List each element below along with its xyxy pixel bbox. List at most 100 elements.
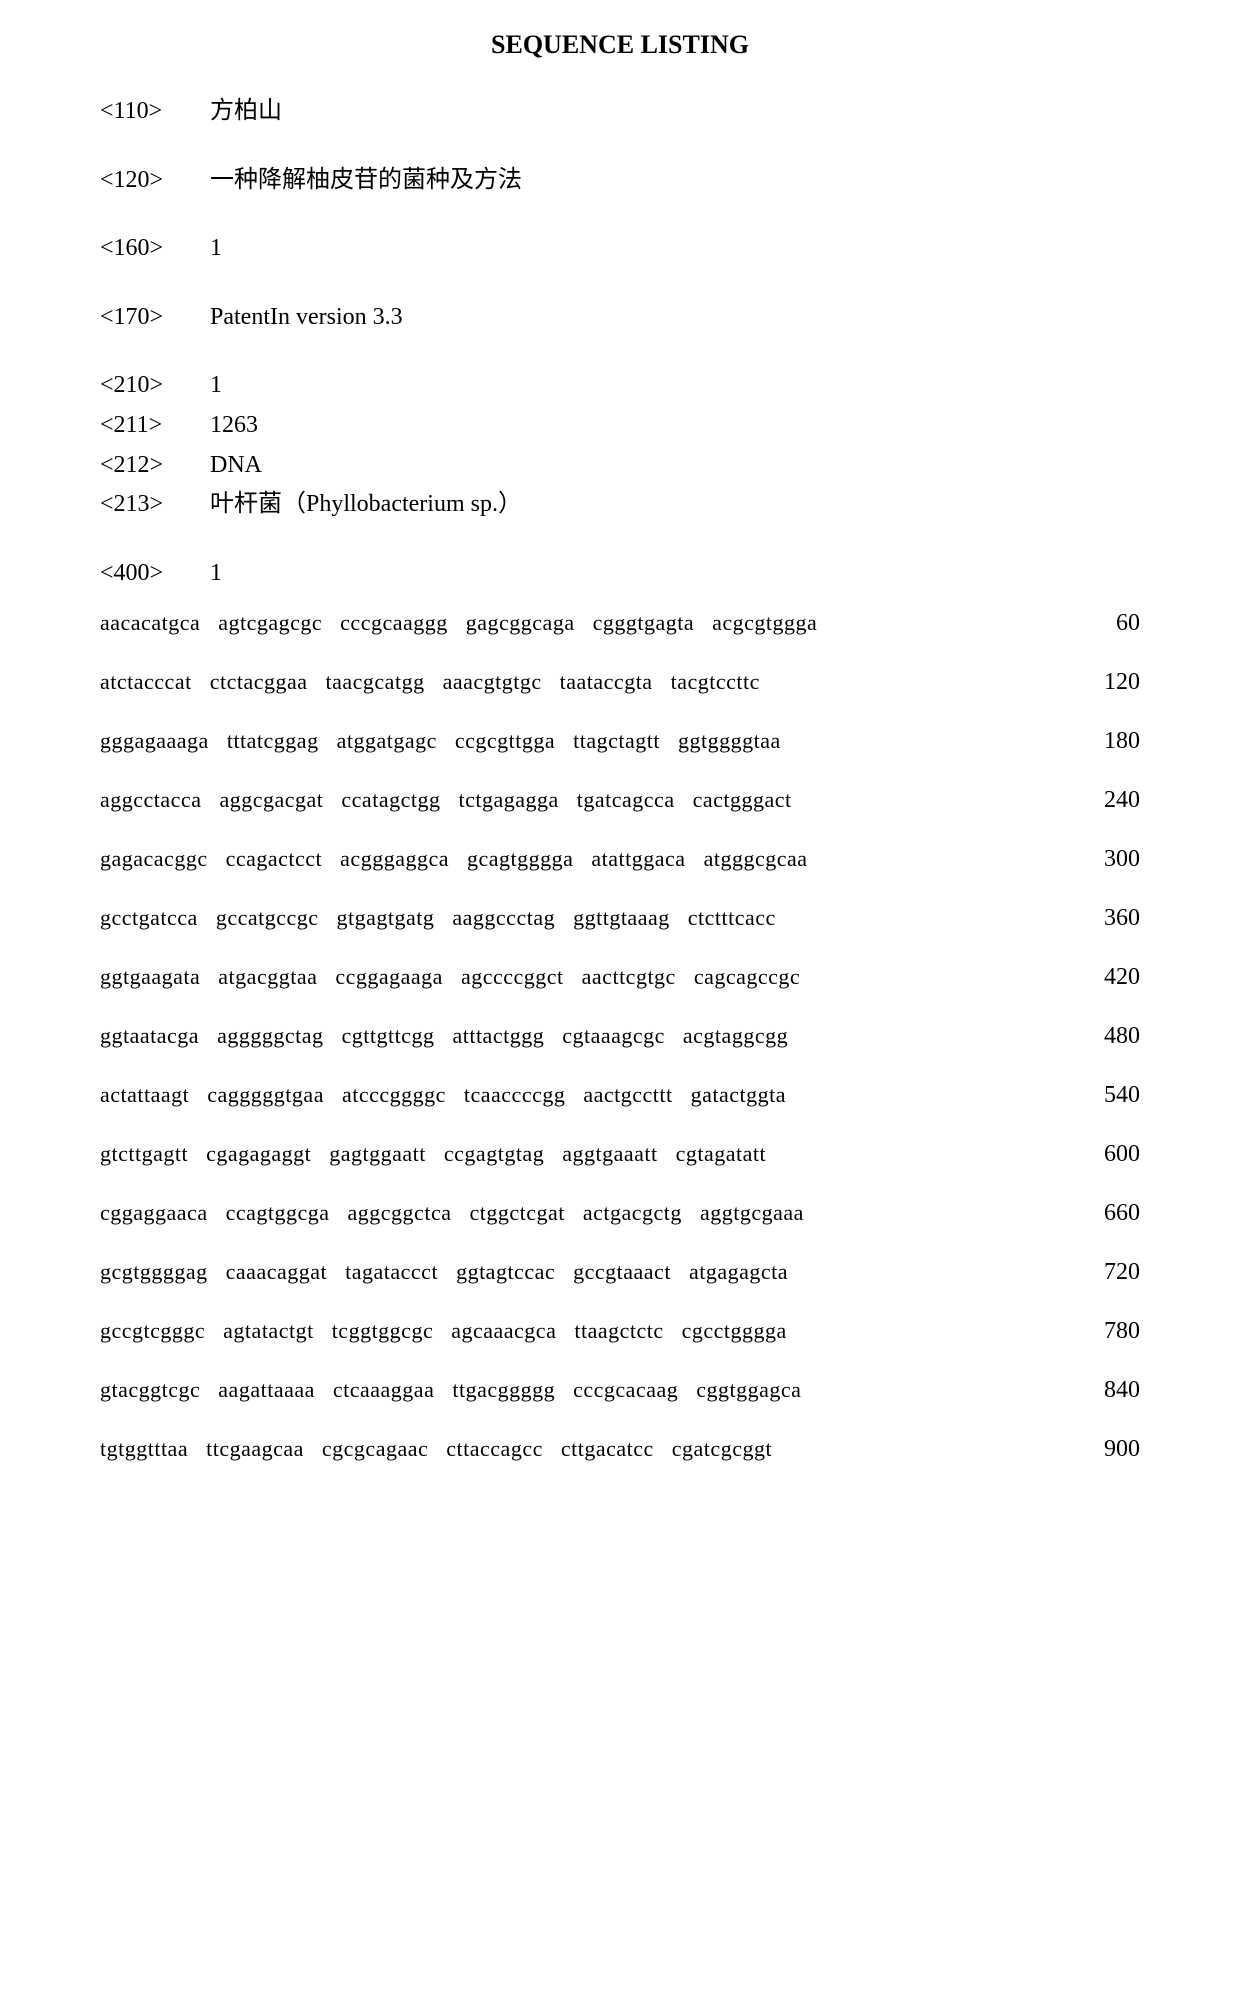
sequence-block: atattggaca [591, 846, 685, 872]
sequence-block: cgcctgggga [682, 1318, 787, 1344]
header-line: <120>一种降解柚皮苷的菌种及方法 [100, 164, 1140, 198]
sequence-block: tacgtccttc [671, 669, 760, 695]
sequence-block: cactgggact [693, 787, 792, 813]
sequence-block: ggttgtaaag [573, 905, 670, 931]
sequence-block: tcggtggcgc [332, 1318, 434, 1344]
header-tag: <210> [100, 369, 210, 403]
header-line: <170>PatentIn version 3.3 [100, 301, 1140, 335]
sequence-block: ccagtggcga [226, 1200, 330, 1226]
sequence-block: ggtaatacga [100, 1023, 199, 1049]
sequence-row: gcctgatccagccatgccgcgtgagtgatgaaggccctag… [100, 905, 1140, 932]
sequence-blocks: gtacggtcgcaagattaaaactcaaaggaattgacggggg… [100, 1377, 801, 1403]
sequence-block: ccagactcct [226, 846, 323, 872]
sequence-position: 240 [1070, 787, 1140, 814]
header-line: <213>叶杆菌（Phyllobacterium sp.） [100, 488, 1140, 522]
sequence-block: ggtagtccac [456, 1259, 555, 1285]
header-tag: <120> [100, 164, 210, 198]
sequence-blocks: gcgtggggagcaaacaggattagataccctggtagtccac… [100, 1259, 788, 1285]
sequence-block: gcgtggggag [100, 1259, 208, 1285]
header-line: <110>方柏山 [100, 95, 1140, 129]
sequence-block: ttcgaagcaa [206, 1436, 304, 1462]
sequence-row: aggcctaccaaggcgacgatccatagctggtctgagagga… [100, 787, 1140, 814]
header-value: 1263 [210, 412, 258, 438]
header-line: <400>1 [100, 557, 1140, 591]
sequence-blocks: cggaggaacaccagtggcgaaggcggctcactggctcgat… [100, 1200, 804, 1226]
sequence-row: gagacacggcccagactcctacgggaggcagcagtgggga… [100, 846, 1140, 873]
sequence-block: ctctttcacc [688, 905, 776, 931]
sequence-block: agggggctag [217, 1023, 323, 1049]
sequence-row: gtcttgagttcgagagaggtgagtggaattccgagtgtag… [100, 1141, 1140, 1168]
sequence-block: agcaaacgca [451, 1318, 556, 1344]
sequence-position: 60 [1070, 610, 1140, 637]
sequence-row: aacacatgcaagtcgagcgccccgcaaggggagcggcaga… [100, 610, 1140, 637]
sequence-row: tgtggtttaattcgaagcaacgcgcagaaccttaccagcc… [100, 1436, 1140, 1463]
sequence-position: 300 [1070, 846, 1140, 873]
sequence-section: aacacatgcaagtcgagcgccccgcaaggggagcggcaga… [100, 610, 1140, 1463]
sequence-block: ctggctcgat [469, 1200, 564, 1226]
sequence-block: aggtgaaatt [562, 1141, 657, 1167]
sequence-block: aacttcgtgc [582, 964, 676, 990]
sequence-block: cggaggaaca [100, 1200, 208, 1226]
sequence-blocks: ggtaatacgaagggggctagcgttgttcggatttactggg… [100, 1023, 788, 1049]
sequence-block: acgggaggca [340, 846, 449, 872]
sequence-block: gtacggtcgc [100, 1377, 200, 1403]
sequence-block: actattaagt [100, 1082, 189, 1108]
sequence-row: ggtaatacgaagggggctagcgttgttcggatttactggg… [100, 1023, 1140, 1050]
sequence-block: agtcgagcgc [218, 610, 322, 636]
header-value: 1 [210, 560, 222, 586]
sequence-row: gtacggtcgcaagattaaaactcaaaggaattgacggggg… [100, 1377, 1140, 1404]
sequence-block: aggtgcgaaa [700, 1200, 804, 1226]
header-tag: <400> [100, 557, 210, 591]
sequence-block: ggtgaagata [100, 964, 200, 990]
sequence-row: actattaagtcagggggtgaaatcccggggctcaaccccg… [100, 1082, 1140, 1109]
header-value: PatentIn version 3.3 [210, 304, 403, 330]
sequence-block: gccgtcgggc [100, 1318, 205, 1344]
sequence-block: tttatcggag [227, 728, 319, 754]
header-value: 1 [210, 235, 222, 261]
sequence-block: aggcgacgat [219, 787, 323, 813]
sequence-position: 660 [1070, 1200, 1140, 1227]
sequence-block: cggtggagca [696, 1377, 801, 1403]
header-tag: <160> [100, 232, 210, 266]
sequence-block: aacacatgca [100, 610, 200, 636]
sequence-position: 720 [1070, 1259, 1140, 1286]
sequence-block: gagacacggc [100, 846, 208, 872]
sequence-blocks: tgtggtttaattcgaagcaacgcgcagaaccttaccagcc… [100, 1436, 772, 1462]
sequence-block: ggtggggtaa [678, 728, 781, 754]
header-tag: <170> [100, 301, 210, 335]
sequence-block: tgtggtttaa [100, 1436, 188, 1462]
header-value: 1 [210, 372, 222, 398]
sequence-block: agtatactgt [223, 1318, 314, 1344]
sequence-block: cagggggtgaa [207, 1082, 324, 1108]
sequence-block: acgcgtggga [712, 610, 817, 636]
sequence-position: 600 [1070, 1141, 1140, 1168]
sequence-block: gtcttgagtt [100, 1141, 188, 1167]
sequence-position: 420 [1070, 964, 1140, 991]
header-value: DNA [210, 452, 262, 478]
sequence-position: 480 [1070, 1023, 1140, 1050]
sequence-position: 120 [1070, 669, 1140, 696]
sequence-block: ttgacggggg [452, 1377, 555, 1403]
sequence-block: ccgagtgtag [444, 1141, 544, 1167]
sequence-block: cgagagaggt [206, 1141, 311, 1167]
sequence-row: gggagaaagatttatcggagatggatgagcccgcgttgga… [100, 728, 1140, 755]
sequence-block: cagcagccgc [694, 964, 800, 990]
sequence-block: gcctgatcca [100, 905, 198, 931]
sequence-row: gccgtcgggc agtatactgt tcggtggcgc agcaaacgca… [100, 1318, 1140, 1345]
sequence-block: ctctacggaa [210, 669, 308, 695]
sequence-block: agccccggct [461, 964, 564, 990]
header-section: <110>方柏山<120>一种降解柚皮苷的菌种及方法<160>1<170>Pat… [100, 95, 1140, 590]
sequence-block: gagcggcaga [466, 610, 575, 636]
sequence-blocks: gagacacggcccagactcctacgggaggcagcagtgggga… [100, 846, 808, 872]
sequence-blocks: aacacatgcaagtcgagcgccccgcaaggggagcggcaga… [100, 610, 817, 636]
sequence-block: cgttgttcgg [341, 1023, 434, 1049]
sequence-position: 780 [1070, 1318, 1140, 1345]
sequence-block: cttaccagcc [446, 1436, 543, 1462]
document-title: SEQUENCE LISTING [100, 30, 1140, 60]
sequence-blocks: gccgtcgggc agtatactgt tcggtggcgc agcaaacgca… [100, 1318, 787, 1344]
sequence-blocks: atctacccatctctacggaataacgcatggaaacgtgtgc… [100, 669, 760, 695]
sequence-block: cgtagatatt [676, 1141, 767, 1167]
header-value: 叶杆菌（Phyllobacterium sp.） [210, 491, 522, 517]
sequence-block: ttaagctctc [574, 1318, 663, 1344]
sequence-block: atggatgagc [337, 728, 437, 754]
